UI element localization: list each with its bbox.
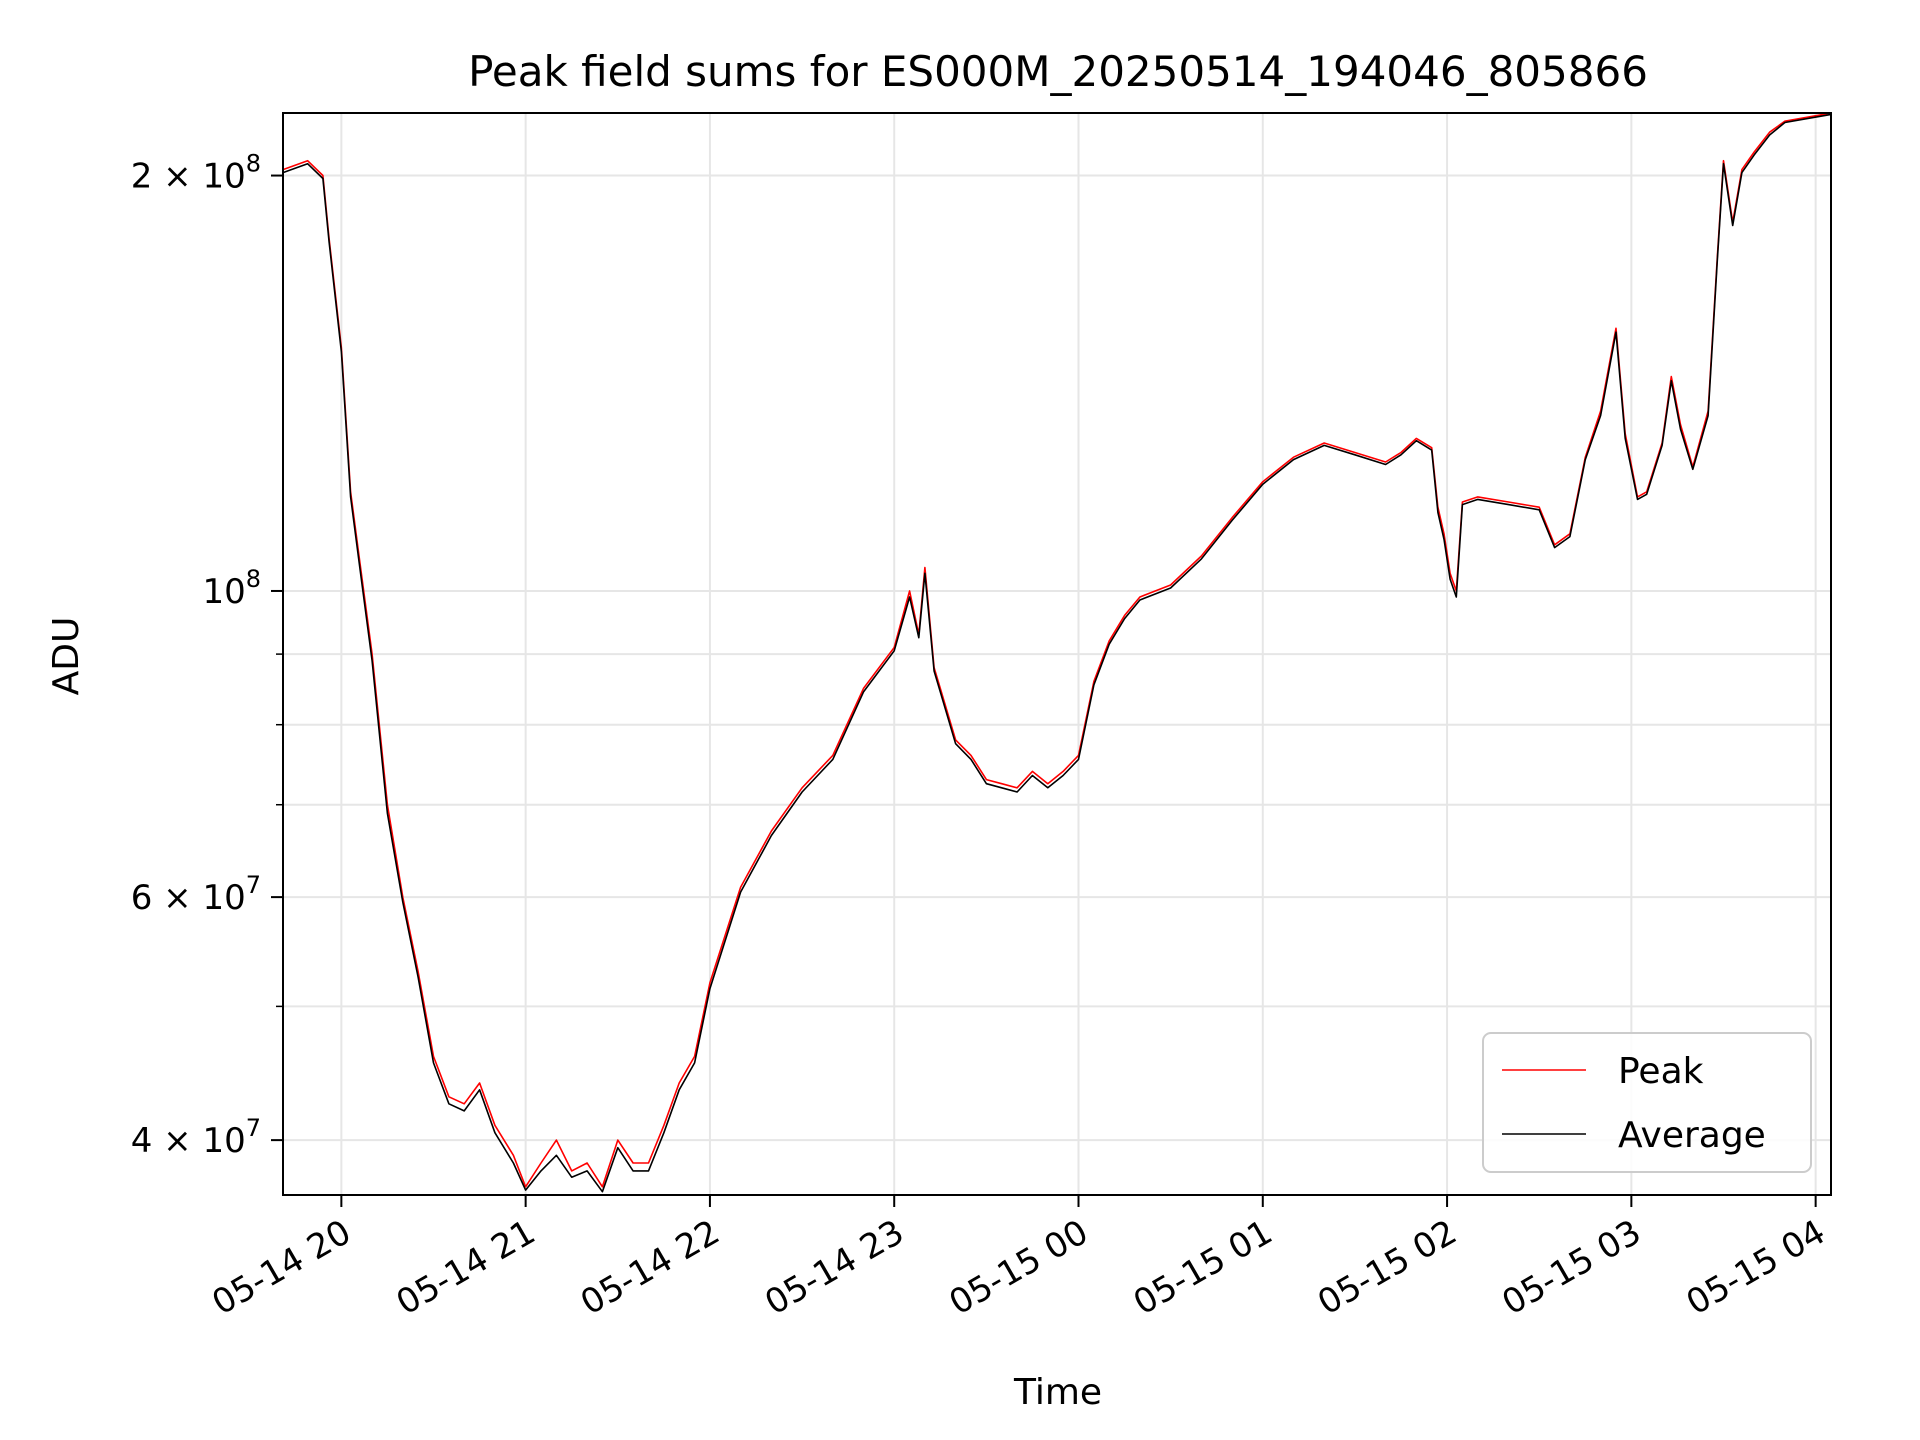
y-tick-exponent: 7 — [246, 871, 261, 899]
x-axis-label: Time — [1013, 1372, 1102, 1413]
series-layer — [282, 112, 1832, 1193]
legend-box — [1482, 1032, 1812, 1173]
legend: Peak Average — [1482, 1032, 1812, 1173]
y-tick-base: 4 × 10 — [131, 1121, 246, 1161]
series-average-line — [282, 113, 1832, 1193]
y-tick-label: 4 × 107 — [131, 1114, 261, 1161]
y-tick-exponent: 7 — [246, 1114, 261, 1142]
y-tick-label: 2 × 108 — [131, 150, 261, 197]
y-tick-label: 6 × 107 — [131, 871, 261, 918]
legend-peak-label: Peak — [1618, 1051, 1704, 1092]
chart-title: Peak field sums for ES000M_20250514_1940… — [468, 47, 1648, 96]
y-tick-exponent: 8 — [246, 150, 261, 178]
y-tick-base: 10 — [202, 572, 245, 612]
y-tick-base: 2 × 10 — [131, 157, 246, 197]
y-axis-label: ADU — [46, 617, 87, 696]
grid — [283, 113, 1831, 1195]
y-tick-exponent: 8 — [246, 565, 261, 593]
legend-average-label: Average — [1618, 1115, 1766, 1156]
y-tick-base: 6 × 10 — [131, 878, 246, 918]
y-tick-label: 108 — [202, 565, 261, 612]
